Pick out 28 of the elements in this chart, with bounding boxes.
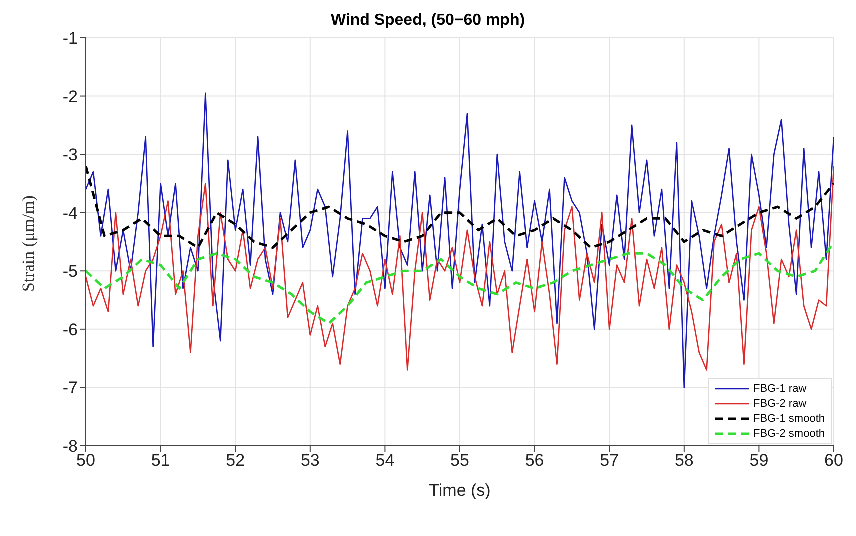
x-tick-label: 57 — [600, 451, 620, 470]
chart-title: Wind Speed, (50−60 mph) — [330, 12, 526, 30]
y-tick-label: -1 — [62, 29, 78, 48]
x-tick-label: 51 — [151, 451, 170, 470]
line-series — [86, 166, 834, 371]
legend-label: FBG-1 smooth — [753, 412, 825, 424]
x-tick-label: 50 — [76, 451, 96, 470]
y-tick-label: -5 — [62, 262, 78, 282]
legend-label: FBG-2 smooth — [753, 428, 825, 440]
x-tick-label: 59 — [750, 451, 769, 470]
x-tick-label: 60 — [824, 451, 844, 470]
x-tick-label: 58 — [674, 451, 694, 470]
y-tick-label: -2 — [62, 87, 78, 106]
legend-label: FBG-1 raw — [753, 382, 807, 394]
y-tick-label: -7 — [62, 378, 78, 398]
y-tick-label: -6 — [62, 320, 78, 340]
x-axis-title: Time (s) — [429, 481, 491, 500]
x-tick-label: 56 — [525, 451, 544, 470]
y-tick-label: -4 — [62, 204, 78, 223]
y-tick-label: -8 — [62, 437, 78, 456]
x-tick-label: 53 — [300, 451, 320, 470]
x-tick-label: 52 — [226, 451, 246, 470]
y-tick-label: -3 — [62, 146, 78, 165]
line-series — [86, 164, 834, 250]
legend-label: FBG-2 raw — [753, 398, 807, 410]
y-axis-title: Strain (μm/m) — [19, 196, 38, 292]
x-tick-label: 55 — [450, 451, 470, 470]
x-tick-label: 54 — [376, 451, 395, 470]
